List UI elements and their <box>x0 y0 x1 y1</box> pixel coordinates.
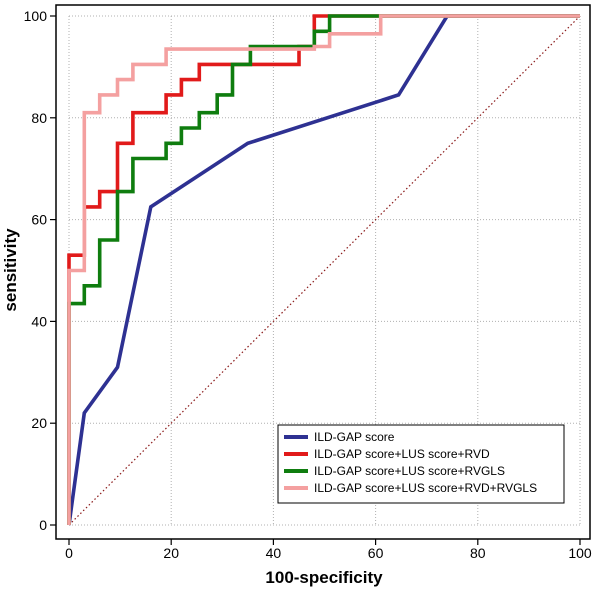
axes <box>55 4 591 540</box>
legend-label-2: ILD-GAP score+LUS score+RVD <box>314 447 490 461</box>
reference-diagonal-line <box>68 15 581 526</box>
x-axis-title: 100-specificity <box>265 568 383 587</box>
legend-box <box>277 424 565 504</box>
series-lines <box>67 14 580 526</box>
x-tick-label: 0 <box>65 545 73 561</box>
legend-label-4: ILD-GAP score+LUS score+RVD+RVGLS <box>314 481 537 495</box>
y-tick-label: 100 <box>24 8 48 24</box>
legend: ILD-GAP score ILD-GAP score+LUS score+RVD… <box>277 424 565 504</box>
x-tick-label: 20 <box>163 545 179 561</box>
legend-label-3: ILD-GAP score+LUS score+RVGLS <box>314 464 505 478</box>
plot-frame <box>55 4 591 540</box>
series-line-4 <box>67 14 580 525</box>
tick-labels: 0 20 40 60 80 100 0 20 40 60 80 100 <box>24 8 592 561</box>
y-axis-title: sensitivity <box>1 228 20 312</box>
series-line-2 <box>67 14 580 525</box>
legend-label-1: ILD-GAP score <box>314 430 395 444</box>
x-tick-label: 60 <box>368 545 384 561</box>
x-tick-label: 80 <box>470 545 486 561</box>
x-tick-label: 100 <box>568 545 592 561</box>
y-tick-label: 20 <box>31 415 47 431</box>
series-line-1 <box>67 14 580 526</box>
reference-line-group <box>68 15 581 526</box>
series-line-3 <box>67 14 580 525</box>
y-tick-label: 80 <box>31 110 47 126</box>
y-tick-label: 60 <box>31 212 47 228</box>
y-tick-label: 40 <box>31 313 47 329</box>
x-tick-label: 40 <box>266 545 282 561</box>
y-tick-label: 0 <box>39 517 47 533</box>
